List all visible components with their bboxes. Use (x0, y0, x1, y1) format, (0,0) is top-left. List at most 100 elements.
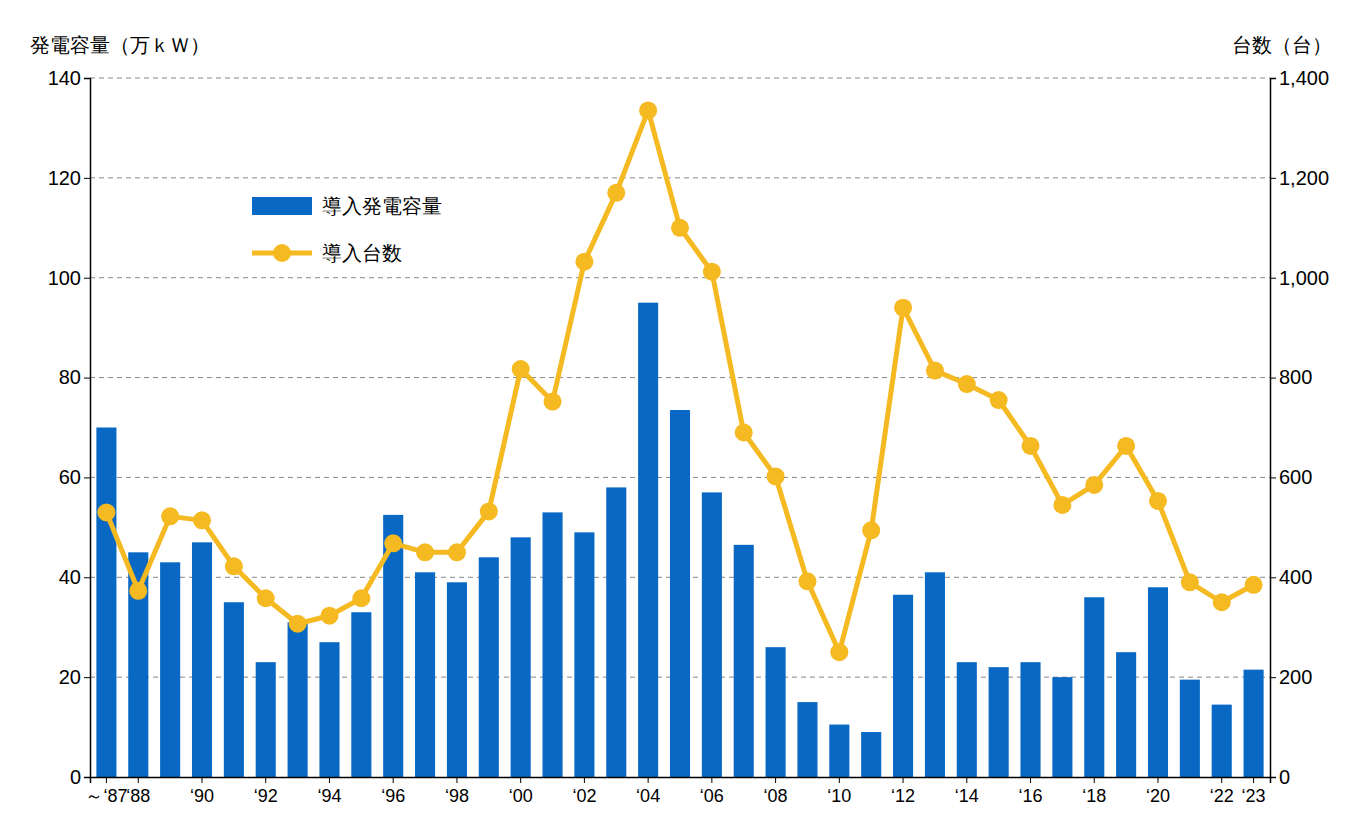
bar (1116, 652, 1136, 777)
marker (289, 615, 307, 633)
marker (1053, 496, 1071, 514)
bars (96, 303, 1263, 777)
marker (544, 393, 562, 411)
marker (161, 507, 179, 525)
bar (96, 428, 116, 778)
marker (990, 391, 1008, 409)
tick: 40 (59, 566, 90, 588)
marker (512, 360, 530, 378)
tick: 120 (48, 167, 90, 189)
y2-axis-title: 台数（台） (1232, 33, 1332, 57)
bar (893, 595, 913, 777)
tick-mark (1157, 777, 1158, 783)
tick-label: 40 (59, 566, 81, 588)
tick: 140 (48, 67, 90, 89)
tick-mark (903, 777, 904, 783)
tick-mark (1270, 278, 1276, 279)
bar (351, 612, 371, 777)
tick-label: ‘00 (509, 786, 533, 806)
tick-label: 1,400 (1279, 67, 1329, 89)
tick: ‘10 (827, 777, 851, 806)
tick: ‘18 (1082, 777, 1106, 806)
tick: ‘94 (317, 777, 341, 806)
tick-mark (84, 78, 90, 79)
bar (1020, 662, 1040, 777)
bar (829, 725, 849, 777)
tick: 80 (59, 366, 90, 388)
tick: 60 (59, 466, 90, 488)
tick-mark (1030, 777, 1031, 783)
marker (862, 521, 880, 539)
tick-label: 80 (59, 366, 81, 388)
tick-label: 20 (59, 666, 81, 688)
tick-label: ‘20 (1146, 786, 1170, 806)
tick: 0 (1270, 766, 1290, 788)
bar (479, 557, 499, 777)
bar (989, 667, 1009, 777)
tick-label: 800 (1279, 366, 1312, 388)
marker (798, 572, 816, 590)
axis-line (84, 79, 91, 778)
bar (160, 562, 180, 777)
axis-line (1271, 79, 1277, 778)
legend-label: 導入発電容量 (322, 194, 442, 218)
marker (193, 511, 211, 529)
tick-mark (84, 477, 90, 478)
tick: ‘00 (509, 777, 533, 806)
tick-label: 120 (48, 167, 81, 189)
marker (1181, 573, 1199, 591)
tick-mark (1270, 477, 1276, 478)
legend-swatch (252, 197, 312, 215)
bar (797, 702, 817, 777)
marker (767, 467, 785, 485)
bar (957, 662, 977, 777)
bar (670, 410, 690, 777)
tick: ‘22 (1210, 777, 1234, 806)
tick: ‘12 (891, 777, 915, 806)
marker (607, 184, 625, 202)
marker (958, 375, 976, 393)
tick: ‘14 (955, 777, 979, 806)
marker (575, 253, 593, 271)
bar (447, 582, 467, 777)
tick-label: ‘16 (1019, 786, 1043, 806)
marker (129, 582, 147, 600)
tick: ‘88 (126, 777, 150, 806)
tick-label: 400 (1279, 566, 1312, 588)
marks (96, 101, 1263, 777)
bar (1244, 670, 1264, 777)
tick-mark (84, 378, 90, 379)
grid-line (90, 78, 1270, 79)
marker (225, 557, 243, 575)
tick-label: ‘98 (445, 786, 469, 806)
tick-label: ‘14 (955, 786, 979, 806)
tick: ‘06 (700, 777, 724, 806)
tick-label: ‘02 (572, 786, 596, 806)
bar (1052, 677, 1072, 777)
tick-label: ‘92 (254, 786, 278, 806)
tick-label: 0 (70, 766, 81, 788)
tick-mark (393, 777, 394, 783)
marker (639, 101, 657, 119)
tick-mark (1270, 378, 1276, 379)
tick-label: 100 (48, 267, 81, 289)
bar (415, 572, 435, 777)
marker (384, 534, 402, 552)
bar (128, 552, 148, 777)
bar (925, 572, 945, 777)
plot: 02040608010012014002004006008001,0001,20… (48, 67, 1329, 806)
tick-mark (1221, 777, 1222, 783)
tick: ‘96 (381, 777, 405, 806)
marker (1213, 593, 1231, 611)
tick-mark (775, 777, 776, 783)
marker (320, 607, 338, 625)
tick-mark (329, 777, 330, 783)
tick: ‘02 (572, 777, 596, 806)
tick-label: ‘90 (190, 786, 214, 806)
tick-mark (456, 777, 457, 783)
tick-label: ～‘87 (85, 786, 127, 806)
bar (861, 732, 881, 777)
y-axis: 0 20 40 60 80 100 120 140 (48, 67, 91, 788)
tick-label: ‘10 (827, 786, 851, 806)
marker (97, 503, 115, 521)
